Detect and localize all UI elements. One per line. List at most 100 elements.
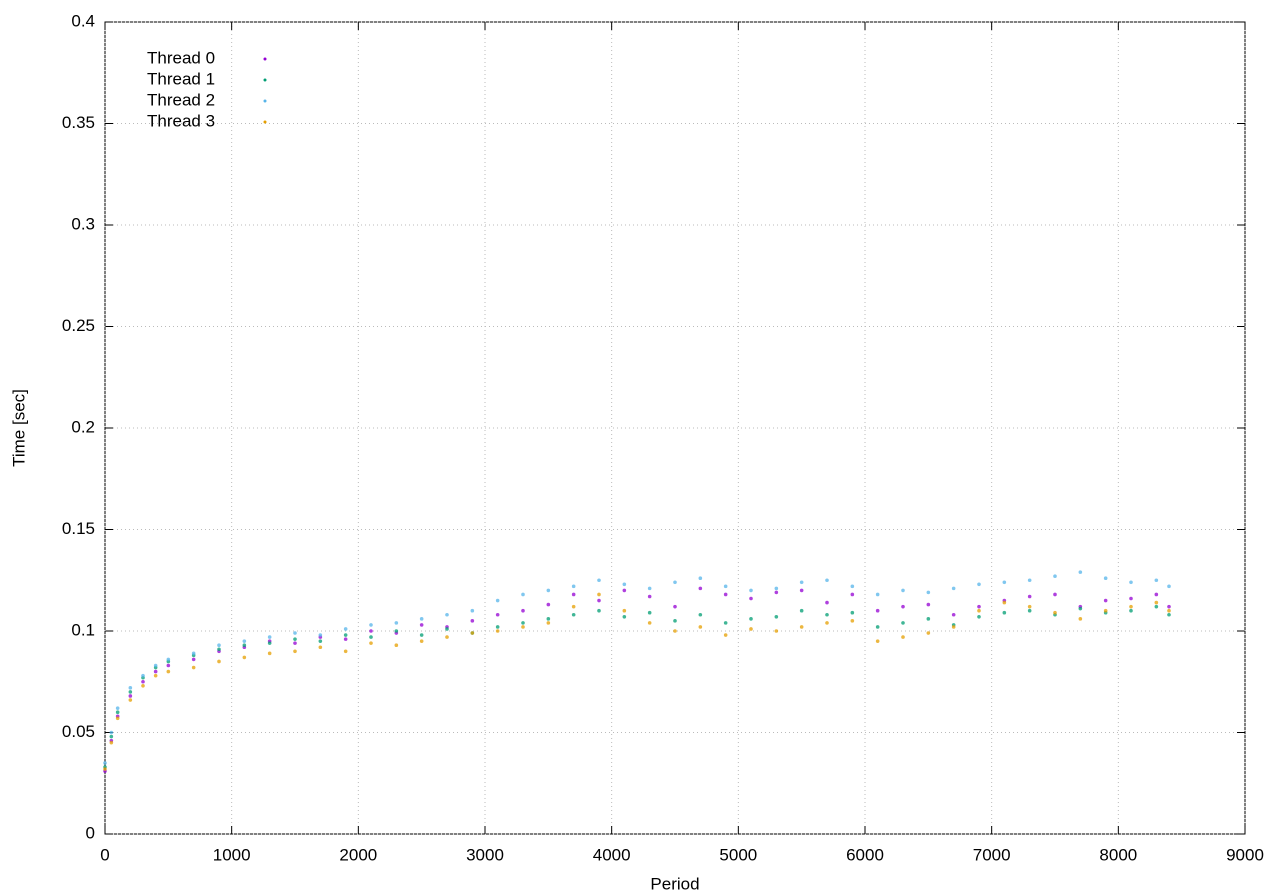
- data-point: [495, 612, 500, 617]
- data-point: [977, 608, 981, 613]
- data-point: [850, 584, 855, 589]
- data-point: [153, 673, 158, 678]
- data-point: [622, 608, 627, 613]
- x-tick-label: 4000: [593, 845, 631, 864]
- data-point: [115, 716, 120, 721]
- legend-label: Thread 2: [147, 90, 215, 109]
- data-point: [1154, 592, 1159, 597]
- data-point: [571, 612, 576, 617]
- data-point: [1027, 604, 1032, 609]
- data-point: [875, 608, 880, 613]
- data-point: [141, 684, 145, 688]
- data-point: [318, 633, 323, 637]
- y-tick-label: 0.35: [62, 113, 95, 132]
- data-point: [901, 621, 905, 625]
- data-point: [217, 647, 221, 652]
- data-point: [723, 621, 728, 625]
- data-point: [242, 639, 247, 643]
- data-point: [103, 761, 107, 765]
- data-point: [901, 604, 905, 609]
- x-tick-label: 9000: [1226, 845, 1264, 864]
- data-point: [1154, 578, 1159, 583]
- data-point: [153, 669, 158, 674]
- data-point: [394, 621, 399, 625]
- data-point: [622, 588, 627, 593]
- data-point: [774, 590, 779, 595]
- legend-marker: [263, 120, 267, 124]
- data-point: [698, 586, 703, 591]
- data-point: [445, 635, 449, 639]
- data-point: [267, 635, 272, 639]
- y-tick-label: 0.4: [71, 11, 95, 30]
- data-point: [1129, 596, 1133, 601]
- data-point: [109, 734, 114, 739]
- data-point: [597, 608, 601, 613]
- data-point: [521, 621, 525, 625]
- data-point: [850, 610, 855, 615]
- data-point: [153, 663, 158, 668]
- legend-marker: [263, 78, 267, 82]
- data-point: [723, 584, 728, 589]
- data-point: [698, 625, 703, 629]
- data-point: [217, 643, 221, 648]
- data-point: [546, 588, 551, 593]
- data-point: [622, 582, 627, 587]
- data-point: [419, 639, 424, 643]
- data-point: [1027, 578, 1032, 583]
- x-tick-label: 0: [100, 845, 109, 864]
- data-point: [242, 655, 247, 660]
- data-point: [901, 635, 905, 639]
- data-point: [749, 617, 753, 621]
- data-point: [470, 608, 475, 613]
- data-point: [343, 633, 348, 637]
- legend-marker: [263, 57, 267, 61]
- data-point: [166, 657, 171, 662]
- data-point: [343, 627, 348, 631]
- data-point: [698, 612, 703, 617]
- data-point: [597, 578, 601, 583]
- data-point: [166, 669, 171, 674]
- data-point: [242, 643, 247, 648]
- data-point: [673, 604, 677, 609]
- data-point: [673, 580, 677, 585]
- data-point: [470, 619, 475, 623]
- data-point: [369, 623, 373, 627]
- x-tick-label: 7000: [973, 845, 1011, 864]
- data-point: [571, 592, 576, 597]
- data-point: [419, 617, 424, 621]
- data-point: [749, 627, 753, 631]
- data-point: [293, 637, 297, 641]
- data-point: [901, 588, 905, 593]
- data-point: [647, 594, 652, 599]
- data-point: [850, 619, 855, 623]
- x-tick-label: 2000: [339, 845, 377, 864]
- data-point: [571, 584, 576, 589]
- data-point: [647, 610, 652, 615]
- data-point: [217, 659, 221, 664]
- data-point: [1129, 580, 1133, 585]
- data-point: [673, 629, 677, 633]
- data-point: [166, 663, 171, 668]
- data-point: [1027, 594, 1032, 599]
- data-point: [546, 617, 551, 621]
- data-point: [647, 621, 652, 625]
- data-point: [191, 657, 196, 662]
- data-point: [318, 639, 323, 643]
- data-point: [1167, 612, 1171, 617]
- data-point: [647, 586, 652, 591]
- data-point: [749, 596, 753, 601]
- data-point: [394, 629, 399, 633]
- data-point: [951, 612, 956, 617]
- data-point: [723, 592, 728, 597]
- data-point: [799, 625, 804, 629]
- x-tick-label: 1000: [213, 845, 251, 864]
- data-point: [141, 679, 145, 684]
- data-point: [470, 631, 475, 635]
- data-point: [799, 608, 804, 613]
- data-point: [103, 767, 107, 771]
- data-point: [1103, 598, 1108, 603]
- legend-label: Thread 1: [147, 69, 215, 88]
- data-point: [115, 706, 120, 710]
- data-point: [1103, 608, 1108, 613]
